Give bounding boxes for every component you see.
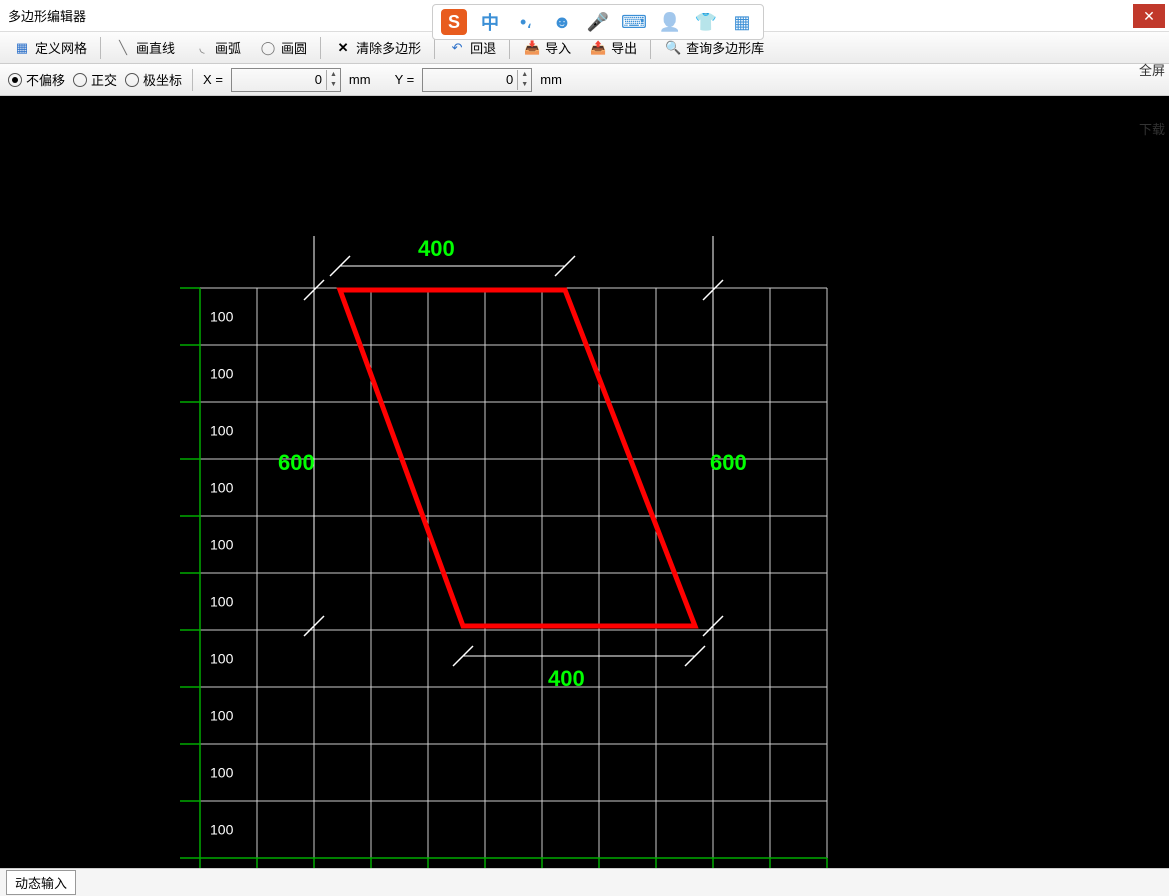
status-bar: 动态输入 xyxy=(0,868,1169,896)
y-spinner[interactable]: ▲▼ xyxy=(517,70,531,90)
svg-text:100: 100 xyxy=(210,423,234,439)
radio-icon xyxy=(125,73,139,87)
x-input[interactable]: 0 ▲▼ xyxy=(231,68,341,92)
radio-icon xyxy=(8,73,22,87)
clear-polygon-button[interactable]: ✕ 清除多边形 xyxy=(327,35,428,60)
x-label: X = xyxy=(203,72,223,87)
svg-text:100: 100 xyxy=(210,480,234,496)
import-icon: 📥 xyxy=(523,39,541,57)
dynamic-input-button[interactable]: 动态输入 xyxy=(6,870,76,895)
draw-circle-label: 画圆 xyxy=(281,38,307,57)
x-spinner[interactable]: ▲▼ xyxy=(326,70,340,90)
export-label: 导出 xyxy=(611,38,637,57)
export-icon: 📤 xyxy=(589,39,607,57)
spin-up-icon[interactable]: ▲ xyxy=(327,70,340,80)
ime-toolbar[interactable]: S 中 •، ☻ 🎤 ⌨ 👤 👕 ▦ xyxy=(432,4,764,40)
svg-text:600: 600 xyxy=(710,450,747,475)
define-grid-label: 定义网格 xyxy=(35,38,87,57)
y-unit: mm xyxy=(540,72,562,87)
draw-line-label: 画直线 xyxy=(136,38,175,57)
svg-text:100: 100 xyxy=(210,309,234,325)
undo-icon: ↶ xyxy=(448,39,466,57)
draw-arc-label: 画弧 xyxy=(215,38,241,57)
svg-text:100: 100 xyxy=(210,366,234,382)
svg-text:600: 600 xyxy=(278,450,315,475)
svg-text:100: 100 xyxy=(210,594,234,610)
y-value: 0 xyxy=(423,72,517,87)
svg-text:100: 100 xyxy=(210,651,234,667)
arc-icon: ◟ xyxy=(193,39,211,57)
svg-text:400: 400 xyxy=(548,666,585,691)
query-library-label: 查询多边形库 xyxy=(686,38,764,57)
separator xyxy=(192,69,193,91)
draw-arc-button[interactable]: ◟ 画弧 xyxy=(186,35,248,60)
x-unit: mm xyxy=(349,72,371,87)
ime-mic-icon[interactable]: 🎤 xyxy=(585,9,611,35)
draw-circle-button[interactable]: ◯ 画圆 xyxy=(252,35,314,60)
svg-text:100: 100 xyxy=(210,708,234,724)
import-label: 导入 xyxy=(545,38,571,57)
grid-icon: ▦ xyxy=(13,39,31,57)
canvas-svg: 1001001001001001001001001001001001001001… xyxy=(0,96,1135,868)
no-offset-radio[interactable]: 不偏移 xyxy=(8,70,65,89)
svg-text:100: 100 xyxy=(210,822,234,838)
ime-keyboard-icon[interactable]: ⌨ xyxy=(621,9,647,35)
draw-line-button[interactable]: ╲ 画直线 xyxy=(107,35,182,60)
window-title: 多边形编辑器 xyxy=(8,6,86,25)
svg-text:100: 100 xyxy=(210,765,234,781)
svg-text:100: 100 xyxy=(210,537,234,553)
polygon-editor-window: 多边形编辑器 ✕ S 中 •، ☻ 🎤 ⌨ 👤 👕 ▦ ▦ 定义网格 ╲ 画直线… xyxy=(0,0,1169,887)
ime-punct-icon[interactable]: •، xyxy=(513,9,539,35)
delete-icon: ✕ xyxy=(334,39,352,57)
x-value: 0 xyxy=(232,72,326,87)
ime-lang-button[interactable]: 中 xyxy=(477,9,503,35)
polar-radio[interactable]: 极坐标 xyxy=(125,70,182,89)
download-text: 下载 xyxy=(1139,119,1167,138)
dynamic-input-label: 动态输入 xyxy=(15,876,67,891)
no-offset-label: 不偏移 xyxy=(26,70,65,89)
orthogonal-radio[interactable]: 正交 xyxy=(73,70,117,89)
undo-label: 回退 xyxy=(470,38,496,57)
fullscreen-text: 全屏 xyxy=(1139,60,1167,79)
ime-apps-icon[interactable]: ▦ xyxy=(729,9,755,35)
close-button[interactable]: ✕ xyxy=(1133,4,1165,28)
close-icon: ✕ xyxy=(1143,8,1155,25)
search-icon: 🔍 xyxy=(664,39,682,57)
drawing-canvas[interactable]: 1001001001001001001001001001001001001001… xyxy=(0,96,1169,868)
background-window-text: 全屏 下载 xyxy=(1139,60,1167,178)
spin-up-icon[interactable]: ▲ xyxy=(518,70,531,80)
clear-polygon-label: 清除多边形 xyxy=(356,38,421,57)
options-bar: 不偏移 正交 极坐标 X = 0 ▲▼ mm Y = 0 ▲▼ mm xyxy=(0,64,1169,96)
polar-label: 极坐标 xyxy=(143,70,182,89)
spin-down-icon[interactable]: ▼ xyxy=(327,80,340,90)
ime-person-icon[interactable]: 👤 xyxy=(657,9,683,35)
define-grid-button[interactable]: ▦ 定义网格 xyxy=(6,35,94,60)
separator xyxy=(320,37,321,59)
sogou-logo-icon: S xyxy=(441,9,467,35)
spin-down-icon[interactable]: ▼ xyxy=(518,80,531,90)
line-icon: ╲ xyxy=(114,39,132,57)
ime-emoji-icon[interactable]: ☻ xyxy=(549,9,575,35)
radio-icon xyxy=(73,73,87,87)
separator xyxy=(100,37,101,59)
svg-text:400: 400 xyxy=(418,236,455,261)
ime-skin-icon[interactable]: 👕 xyxy=(693,9,719,35)
orthogonal-label: 正交 xyxy=(91,70,117,89)
y-input[interactable]: 0 ▲▼ xyxy=(422,68,532,92)
y-label: Y = xyxy=(395,72,415,87)
circle-icon: ◯ xyxy=(259,39,277,57)
